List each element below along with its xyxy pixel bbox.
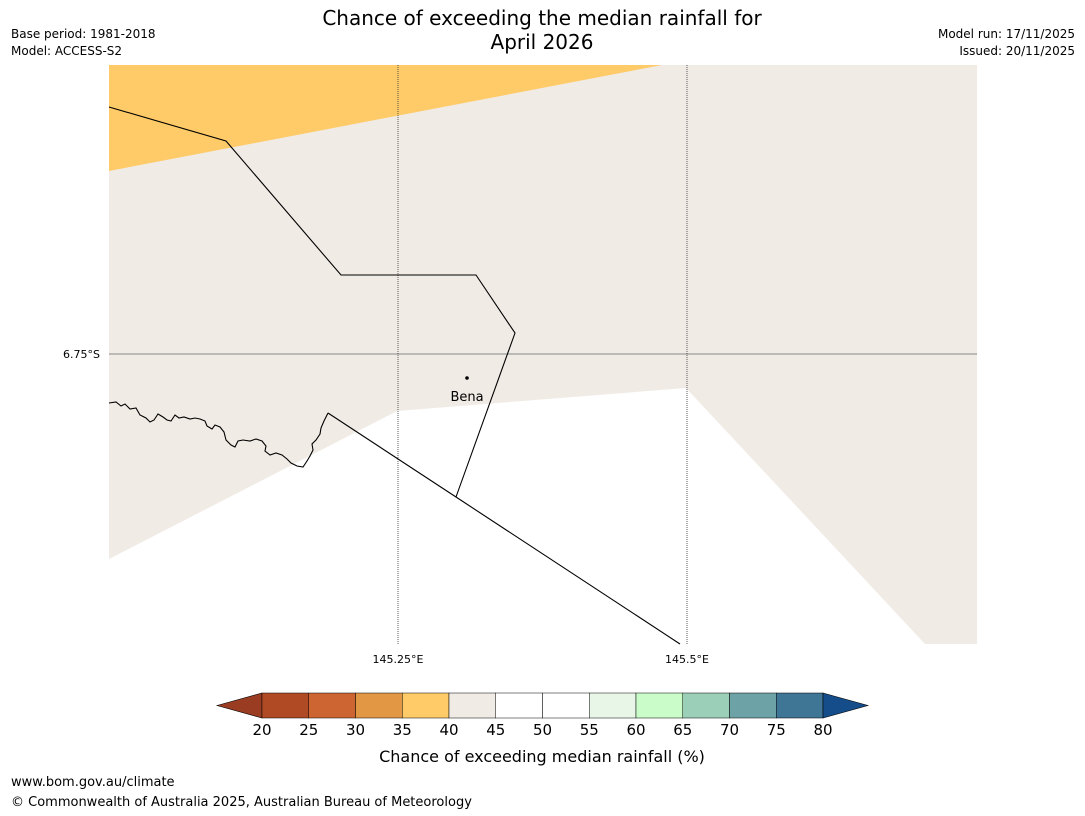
colorbar-tick-label: 45: [486, 721, 505, 739]
colorbar-segment: [448, 692, 496, 719]
town-label: Bena: [450, 390, 483, 405]
meta-left: Base period: 1981-2018 Model: ACCESS-S2: [11, 26, 156, 60]
colorbar-tick-label: 50: [533, 721, 552, 739]
rainfall-zone-35-40: [109, 65, 662, 171]
issued-date: Issued: 20/11/2025: [959, 44, 1075, 58]
town-marker-icon: [465, 376, 469, 380]
base-period: Base period: 1981-2018: [11, 27, 156, 41]
rainfall-zone-45-50: [109, 388, 925, 644]
lat-label: 6.75°S: [63, 348, 100, 361]
colorbar-tick-label: 25: [299, 721, 318, 739]
colorbar-segment: [542, 692, 590, 719]
colorbar-label: Chance of exceeding median rainfall (%): [379, 747, 705, 766]
coastline: [108, 401, 329, 468]
colorbar-arrow-high: [822, 692, 870, 719]
title-line-2: April 2026: [490, 30, 594, 54]
title-line-1: Chance of exceeding the median rainfall …: [322, 6, 762, 30]
province-boundary-south: [327, 412, 681, 645]
colorbar-segment: [308, 692, 356, 719]
colorbar-legend: 20 25 30 35 40 45 50 55 60 65 70 75 80: [215, 692, 870, 739]
province-boundary: [108, 106, 516, 498]
colorbar-tick-label: 80: [813, 721, 832, 739]
colorbar-tick-label: 35: [393, 721, 412, 739]
map-title: Chance of exceeding the median rainfall …: [242, 6, 842, 54]
colorbar-tick-label: 65: [673, 721, 692, 739]
footer-copyright: © Commonwealth of Australia 2025, Austra…: [11, 795, 472, 810]
colorbar-segment: [682, 692, 730, 719]
colorbar-tick-label: 55: [580, 721, 599, 739]
colorbar-tick-label: 30: [346, 721, 365, 739]
colorbar-tick-label: 20: [252, 721, 271, 739]
lon-label-2: 145.5°E: [665, 653, 709, 666]
colorbar-segment: [729, 692, 777, 719]
colorbar-tick-label: 75: [767, 721, 786, 739]
colorbar-segment: [402, 692, 450, 719]
colorbar-arrow-low: [215, 692, 263, 719]
footer-url[interactable]: www.bom.gov.au/climate: [11, 775, 175, 790]
colorbar-segment: [635, 692, 683, 719]
map-panel[interactable]: Bena: [108, 65, 977, 645]
meta-right: Model run: 17/11/2025 Issued: 20/11/2025: [938, 26, 1075, 60]
colorbar-segment: [776, 692, 824, 719]
colorbar-segment: [355, 692, 403, 719]
lon-label-1: 145.25°E: [373, 653, 424, 666]
colorbar-tick-label: 40: [439, 721, 458, 739]
colorbar-segment: [261, 692, 309, 719]
model-run: Model run: 17/11/2025: [937, 27, 1075, 41]
colorbar-segment: [589, 692, 637, 719]
model-name: Model: ACCESS-S2: [11, 44, 123, 58]
colorbar-segment: [495, 692, 543, 719]
colorbar-tick-label: 60: [626, 721, 645, 739]
colorbar-tick-label: 70: [720, 721, 739, 739]
